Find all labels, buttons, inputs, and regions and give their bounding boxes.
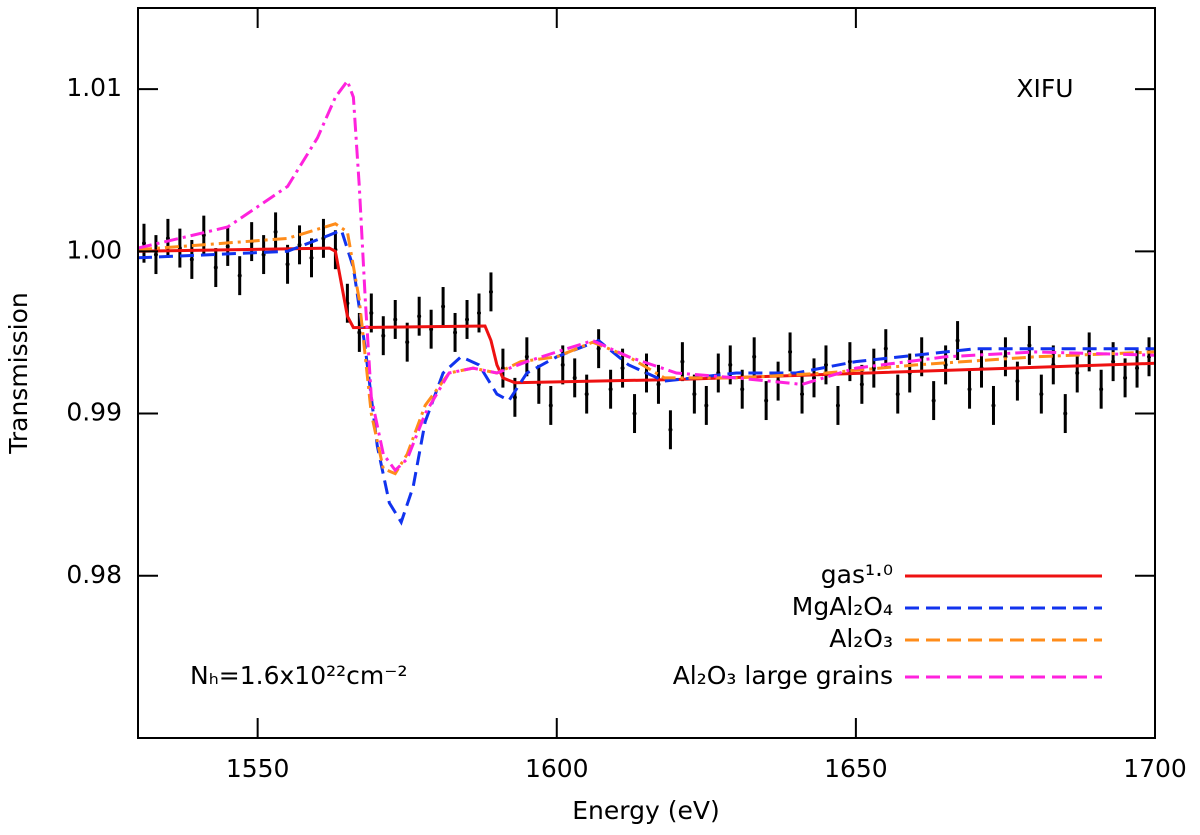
data-point: [369, 310, 374, 315]
data-point: [1123, 375, 1128, 380]
data-point: [704, 403, 709, 408]
data-point: [991, 403, 996, 408]
data-point: [465, 317, 470, 322]
x-axis-title: Energy (eV): [572, 796, 719, 825]
data-point: [189, 257, 194, 262]
data-point: [500, 366, 505, 371]
x-tick-label: 1650: [824, 754, 888, 783]
data-point: [512, 395, 517, 400]
data-point: [740, 387, 745, 392]
x-tick-label: 1600: [525, 754, 589, 783]
y-axis-title: Transmission: [4, 292, 33, 455]
data-point: [309, 255, 314, 260]
data-point: [835, 403, 840, 408]
data-point: [285, 262, 290, 267]
data-point: [1147, 354, 1152, 359]
data-point: [357, 330, 362, 335]
data-point: [931, 398, 936, 403]
data-point: [548, 403, 553, 408]
data-point: [584, 392, 589, 397]
x-tick-label: 1550: [226, 754, 290, 783]
data-point: [1111, 359, 1116, 364]
legend-label: MgAl₂O₄: [792, 592, 893, 621]
data-point: [680, 359, 685, 364]
data-point: [1099, 387, 1104, 392]
y-tick-label: 0.98: [66, 560, 122, 589]
data-point: [225, 244, 230, 249]
data-point: [1027, 343, 1032, 348]
data-point: [764, 398, 769, 403]
data-point: [823, 362, 828, 367]
data-point: [1135, 366, 1140, 371]
legend-label: Al₂O₃ large grains: [673, 661, 893, 690]
data-point: [955, 338, 960, 343]
data-point: [524, 354, 529, 359]
data-point: [381, 333, 386, 338]
legend-label: gas¹·⁰: [821, 560, 893, 589]
data-point: [859, 382, 864, 387]
data-point: [692, 392, 697, 397]
data-point: [297, 242, 302, 247]
data-point: [895, 392, 900, 397]
data-point: [237, 273, 242, 278]
data-point: [620, 366, 625, 371]
data-point: [572, 375, 577, 380]
data-point: [1015, 379, 1020, 384]
data-point: [1063, 411, 1068, 416]
annotation: XIFU: [1016, 74, 1073, 103]
data-point: [213, 265, 218, 270]
data-point: [883, 346, 888, 351]
data-point: [273, 229, 278, 234]
data-point: [393, 317, 398, 322]
data-point: [967, 387, 972, 392]
data-point: [728, 362, 733, 367]
y-tick-label: 1.01: [66, 73, 122, 102]
data-point: [788, 349, 793, 354]
data-point: [417, 314, 422, 319]
legend-label: Al₂O₃: [829, 624, 893, 653]
data-point: [1075, 371, 1080, 375]
series-line: [137, 77, 1156, 473]
data-point: [429, 327, 434, 332]
data-point: [608, 387, 613, 392]
data-point: [488, 289, 493, 294]
series-line: [137, 246, 1156, 385]
x-tick-label: 1700: [1123, 754, 1187, 783]
data-point: [453, 330, 458, 335]
data-point: [1039, 392, 1044, 397]
data-point: [141, 241, 146, 246]
plot-frame: [137, 7, 1156, 739]
data-point: [596, 346, 601, 351]
data-point: [560, 362, 565, 367]
data-point: [632, 411, 637, 416]
data-point: [847, 359, 852, 364]
y-tick-label: 1.00: [66, 235, 122, 264]
data-point: [153, 252, 158, 257]
data-point: [405, 340, 410, 345]
data-point: [656, 382, 661, 387]
data-point: [800, 392, 805, 397]
data-point: [752, 354, 757, 359]
data-point: [812, 375, 817, 380]
data-point: [476, 310, 481, 315]
annotation: Nₕ=1.6x10²²cm⁻²: [190, 661, 407, 690]
data-point: [668, 427, 673, 432]
data-point: [441, 304, 446, 309]
y-tick-label: 0.99: [66, 398, 122, 427]
